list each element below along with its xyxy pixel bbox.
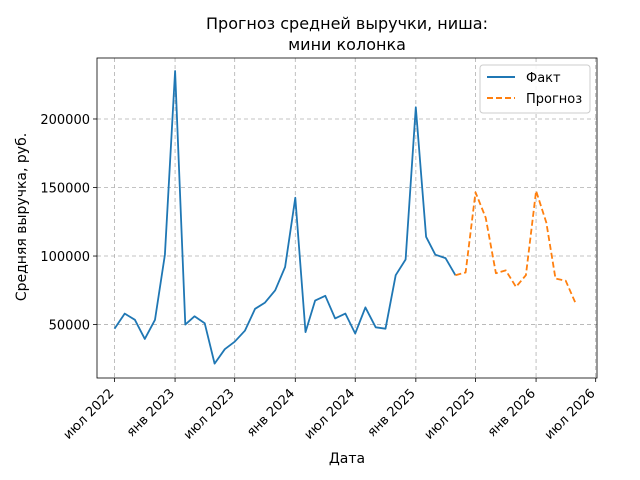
- series-lines: [113, 70, 577, 365]
- y-axis-label: Средняя выручка, руб.: [14, 133, 30, 301]
- chart-title-line-1: Прогноз средней выручки, ниша:: [206, 14, 488, 33]
- legend-label-fact: Факт: [526, 71, 561, 86]
- x-axis-label: Дата: [329, 451, 365, 467]
- y-tick-label: 150000: [40, 182, 90, 197]
- legend-label-forecast: Прогноз: [526, 92, 582, 107]
- grid-lines: [97, 58, 597, 378]
- legend: Факт Прогноз: [479, 64, 591, 114]
- plot-frame: [96, 57, 598, 379]
- y-tick-label: 50000: [49, 319, 90, 334]
- chart-title-line-2: мини колонка: [288, 35, 406, 54]
- y-tick-label: 200000: [40, 113, 90, 128]
- y-tick-label: 100000: [40, 250, 90, 265]
